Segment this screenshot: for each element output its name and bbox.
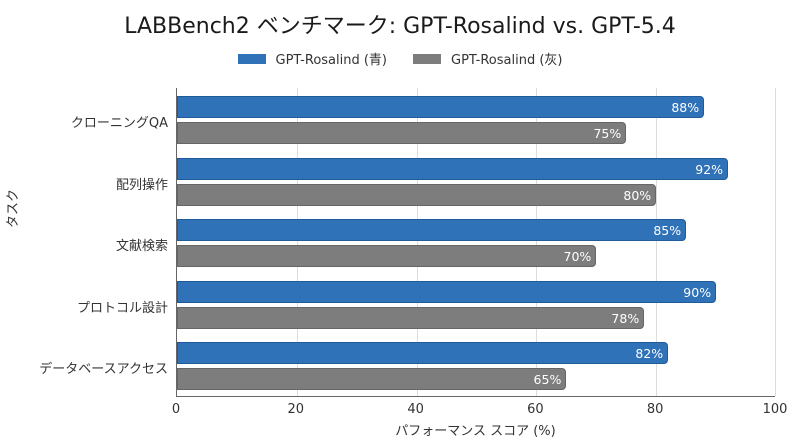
y-tick-label: クローニングQA (70, 116, 168, 131)
gridline (416, 88, 418, 396)
legend-label-gray: GPT-Rosalind (灰) (451, 53, 563, 68)
x-axis-label: パフォーマンス スコア (%) (395, 424, 556, 439)
x-tick-label: 80 (646, 402, 664, 417)
bar-blue: 82% (177, 342, 669, 364)
x-tick-label: 0 (171, 402, 181, 417)
bar-blue: 90% (177, 281, 717, 303)
chart-title: LABBench2 ベンチマーク: GPT-Rosalind vs. GPT-5… (124, 14, 676, 39)
gridline (296, 88, 298, 396)
gridline (775, 88, 776, 396)
legend-item-blue: GPT-Rosalind (青) (237, 49, 387, 68)
y-tick-label: プロトコル設計 (76, 301, 168, 316)
x-tick-label: 60 (527, 402, 544, 417)
bar-gray: 65% (177, 368, 567, 390)
legend-label-blue: GPT-Rosalind (青) (275, 53, 387, 68)
bar-gray: 70% (177, 245, 597, 267)
gridline (656, 88, 658, 396)
bar-blue: 88% (177, 96, 705, 118)
bar-blue: 85% (177, 219, 687, 241)
y-axis-label: タスク (6, 188, 21, 228)
bar-gray: 80% (177, 184, 657, 206)
bar-gray: 75% (177, 122, 627, 144)
gridline (536, 88, 538, 396)
legend: GPT-Rosalind (青) GPT-Rosalind (灰) (0, 49, 800, 68)
legend-swatch-blue (237, 53, 266, 64)
x-tick-label: 20 (287, 402, 305, 417)
legend-item-gray: GPT-Rosalind (灰) (413, 49, 562, 68)
plot-area: 88% 75% 92% 80% 85% 70% 90% 78% 82% 65% (176, 88, 776, 397)
x-tick-label: 40 (407, 402, 424, 417)
y-tick-label: 配列操作 (115, 178, 168, 193)
bar-blue: 92% (177, 158, 729, 180)
y-tick-label: 文献検索 (115, 239, 168, 254)
bar-gray: 78% (177, 307, 645, 329)
y-tick-label: データベースアクセス (39, 362, 168, 377)
x-tick-label: 100 (762, 402, 788, 417)
legend-swatch-gray (413, 53, 441, 64)
